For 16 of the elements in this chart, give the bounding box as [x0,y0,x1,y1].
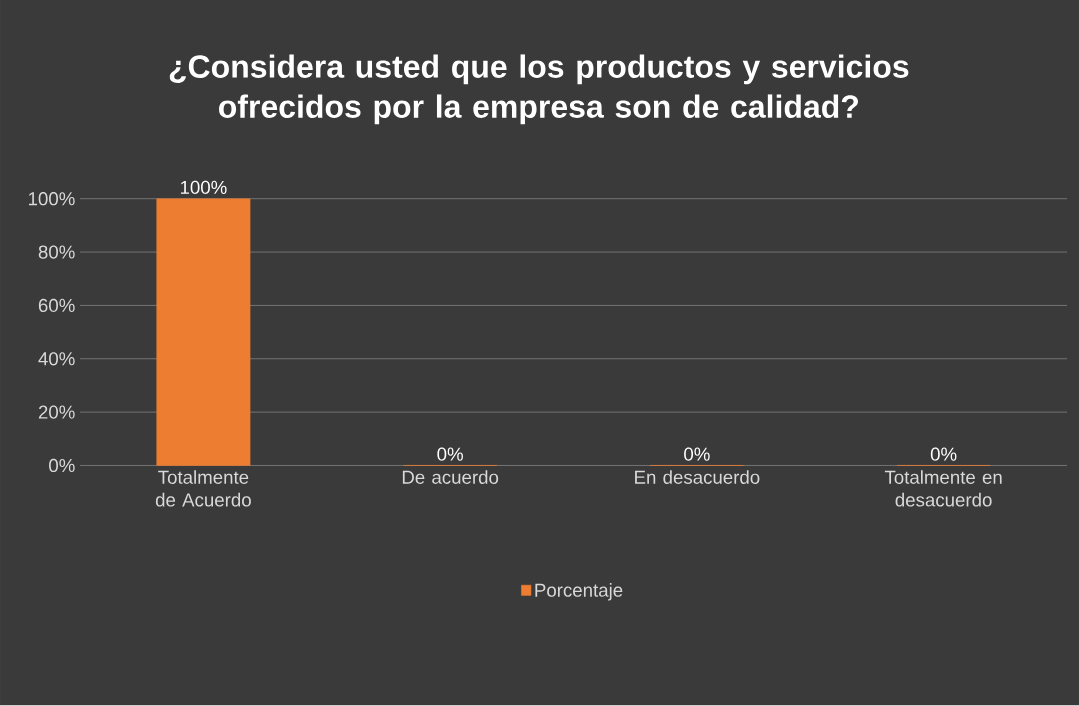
x-tick-label: Totalmente de Acuerdo [155,470,251,507]
y-tick-label: 0% [49,459,75,473]
y-tick-label: 60% [38,299,75,313]
y-tick-label: 100% [28,192,75,206]
chart-title: ¿Considera usted que los productos y servicios ofrecidos por la empresa son de calidad? [169,54,909,125]
x-tick-label: En desacuerdo [635,470,760,485]
data-label: 0% [684,447,710,461]
y-tick-label: 20% [38,405,75,419]
data-label: 100% [180,181,227,195]
y-tick-label: 40% [38,352,75,366]
y-tick-label: 80% [38,245,75,259]
x-tick-label: Totalmente en desacuerdo [884,470,1002,507]
legend-label: Porcentaje [535,583,623,601]
data-label: 0% [930,447,957,461]
x-tick-label: De acuerdo [402,470,499,485]
data-label: 0% [437,447,463,461]
